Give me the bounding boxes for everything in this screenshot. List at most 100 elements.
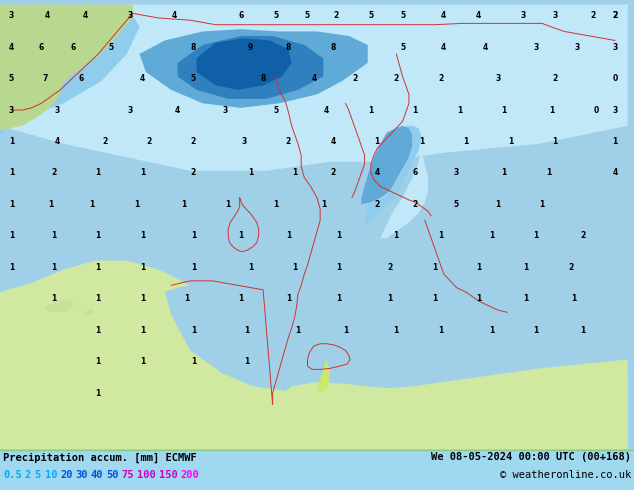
Polygon shape xyxy=(0,4,628,171)
Text: 3: 3 xyxy=(533,43,538,51)
Polygon shape xyxy=(139,29,368,108)
Text: 1: 1 xyxy=(140,231,145,241)
Text: 1: 1 xyxy=(457,105,462,115)
Text: 1: 1 xyxy=(96,389,101,398)
Text: 8: 8 xyxy=(286,43,291,51)
Text: 1: 1 xyxy=(432,294,437,303)
Text: 1: 1 xyxy=(533,326,538,335)
Text: 5: 5 xyxy=(400,43,405,51)
Text: 3: 3 xyxy=(223,105,228,115)
Polygon shape xyxy=(82,309,94,316)
Text: 2: 2 xyxy=(394,74,399,83)
Text: 6: 6 xyxy=(79,74,84,83)
Text: 1: 1 xyxy=(343,326,348,335)
Text: 1: 1 xyxy=(51,294,56,303)
Text: 0: 0 xyxy=(612,74,618,83)
Text: 6: 6 xyxy=(70,43,75,51)
Text: 2: 2 xyxy=(568,263,573,272)
Text: 1: 1 xyxy=(96,263,101,272)
Polygon shape xyxy=(361,126,412,204)
Text: 8: 8 xyxy=(261,74,266,83)
Text: 2: 2 xyxy=(375,200,380,209)
Polygon shape xyxy=(197,38,292,90)
Text: 2: 2 xyxy=(191,169,196,177)
Text: 1: 1 xyxy=(191,231,196,241)
Text: 4: 4 xyxy=(175,105,180,115)
Text: 2: 2 xyxy=(146,137,152,146)
Text: 1: 1 xyxy=(524,263,529,272)
Text: 1: 1 xyxy=(89,200,94,209)
Text: 5: 5 xyxy=(400,11,405,20)
Polygon shape xyxy=(178,36,323,99)
Text: 1: 1 xyxy=(476,263,481,272)
Text: 7: 7 xyxy=(43,74,48,83)
Text: 1: 1 xyxy=(238,231,243,241)
Text: 1: 1 xyxy=(181,200,186,209)
Text: 5: 5 xyxy=(191,74,196,83)
Text: 1: 1 xyxy=(546,169,551,177)
Text: 1: 1 xyxy=(552,137,557,146)
Text: 1: 1 xyxy=(286,231,291,241)
Text: 1: 1 xyxy=(549,105,554,115)
Text: 1: 1 xyxy=(394,326,399,335)
Text: 1: 1 xyxy=(612,137,618,146)
Text: 6: 6 xyxy=(238,11,243,20)
Text: 4: 4 xyxy=(612,169,618,177)
Text: 4: 4 xyxy=(476,11,481,20)
Text: 1: 1 xyxy=(96,357,101,366)
Text: 1: 1 xyxy=(248,169,253,177)
Text: 2: 2 xyxy=(552,74,557,83)
Text: 1: 1 xyxy=(238,294,243,303)
Text: 1: 1 xyxy=(540,200,545,209)
Text: 4: 4 xyxy=(441,43,446,51)
Text: 30: 30 xyxy=(75,470,88,480)
Text: 1: 1 xyxy=(140,263,145,272)
Text: 20: 20 xyxy=(60,470,72,480)
Text: 1: 1 xyxy=(394,231,399,241)
Text: 2: 2 xyxy=(438,74,443,83)
Text: 8: 8 xyxy=(191,43,196,51)
Text: 2: 2 xyxy=(333,11,339,20)
Text: 3: 3 xyxy=(454,169,459,177)
Text: 4: 4 xyxy=(482,43,488,51)
Text: 3: 3 xyxy=(612,105,618,115)
Text: 50: 50 xyxy=(107,470,119,480)
Text: 200: 200 xyxy=(180,470,199,480)
Polygon shape xyxy=(0,4,139,135)
Text: 3: 3 xyxy=(55,105,60,115)
Text: 1: 1 xyxy=(134,200,139,209)
Text: 1: 1 xyxy=(273,200,278,209)
Text: 3: 3 xyxy=(9,105,14,115)
Text: 1: 1 xyxy=(438,231,443,241)
Text: 6: 6 xyxy=(39,43,44,51)
Text: 1: 1 xyxy=(387,294,392,303)
Text: 4: 4 xyxy=(330,137,335,146)
Polygon shape xyxy=(365,126,422,227)
Text: 1: 1 xyxy=(419,137,424,146)
Text: 1: 1 xyxy=(489,231,494,241)
Text: 1: 1 xyxy=(501,105,507,115)
Text: 8: 8 xyxy=(330,43,335,51)
Text: 1: 1 xyxy=(96,326,101,335)
Polygon shape xyxy=(380,150,428,238)
Text: 1: 1 xyxy=(368,105,373,115)
Text: 4: 4 xyxy=(311,74,316,83)
Text: 1: 1 xyxy=(413,105,418,115)
Text: 9: 9 xyxy=(248,43,253,51)
Text: 2: 2 xyxy=(330,169,335,177)
Text: 1: 1 xyxy=(226,200,231,209)
Text: 1: 1 xyxy=(191,357,196,366)
Text: 1: 1 xyxy=(463,137,469,146)
Text: 1: 1 xyxy=(286,294,291,303)
Polygon shape xyxy=(266,368,628,449)
Text: 1: 1 xyxy=(337,294,342,303)
Text: 5: 5 xyxy=(108,43,113,51)
Text: 1: 1 xyxy=(489,326,494,335)
Text: 3: 3 xyxy=(242,137,247,146)
Text: 1: 1 xyxy=(140,294,145,303)
Text: 10: 10 xyxy=(44,470,57,480)
Text: 2: 2 xyxy=(286,137,291,146)
Polygon shape xyxy=(0,261,628,449)
Text: 40: 40 xyxy=(91,470,103,480)
Text: 1: 1 xyxy=(245,357,250,366)
